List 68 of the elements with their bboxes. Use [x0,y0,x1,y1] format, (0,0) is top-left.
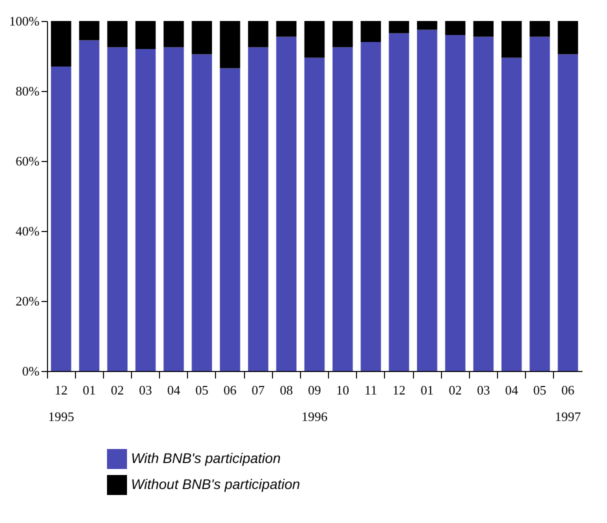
bar [501,58,522,371]
bar [50,21,72,66]
bar [473,36,494,371]
bar [416,21,438,30]
bar [416,30,438,371]
bar [248,21,268,48]
x-tick-label: 02 [448,382,462,398]
bar [558,54,578,371]
x-tick-label: 01 [82,382,96,398]
bar [50,66,72,371]
x-tick-label: 07 [252,382,266,398]
text: 1997 [554,409,582,424]
x-tick-label: 06 [561,382,575,398]
x-tick-label: 11 [364,382,378,398]
bar [79,21,100,40]
x-tick-label: 04 [167,382,181,398]
bar [192,54,212,371]
bar [164,21,184,48]
y-tick-label: 20% [16,294,40,308]
bar [220,68,240,371]
bar [276,21,296,37]
x-tick-label: 05 [533,382,546,398]
x-tick-label: 03 [476,382,490,398]
x-tick-label: 10 [336,382,350,398]
bar [360,42,381,371]
legend-label: Without BNB's participation [131,476,300,492]
text: 1995 [48,409,74,424]
bar [473,21,494,37]
bar [304,58,325,371]
bar [192,21,212,54]
x-tick-label: 03 [139,382,152,398]
bar [501,21,522,58]
bar [220,21,240,68]
bar [107,47,128,371]
bar [558,21,578,54]
y-tick-label: 80% [16,84,40,98]
y-tick-label: 0% [22,364,40,378]
y-tick-label: 100% [9,14,40,28]
x-tick-label: 09 [308,382,321,398]
x-tick-label: 08 [280,382,293,398]
bar [135,49,156,371]
bar [135,21,156,49]
x-tick-label: 04 [505,382,519,398]
bar [445,21,466,35]
bar [164,47,184,371]
bar [332,47,353,371]
bar [276,36,296,371]
x-tick-label: 02 [110,382,124,398]
bar [530,21,550,37]
bar [360,21,381,42]
bar [248,47,268,371]
bar [79,40,100,371]
text: 1996 [302,409,328,424]
bar [332,21,353,48]
bar [530,36,550,371]
legend-label: With BNB's participation [131,450,281,466]
x-tick-label: 12 [392,382,406,398]
bar [304,21,325,58]
y-tick-label: 40% [16,224,40,238]
bar [388,33,410,371]
y-tick-label: 60% [16,154,40,168]
x-tick-label: 12 [54,382,68,398]
x-tick-label: 01 [420,382,434,398]
bar [107,21,128,48]
x-tick-label: 06 [224,382,238,398]
x-tick-label: 05 [195,382,208,398]
bar [388,21,410,34]
bar [445,35,466,371]
